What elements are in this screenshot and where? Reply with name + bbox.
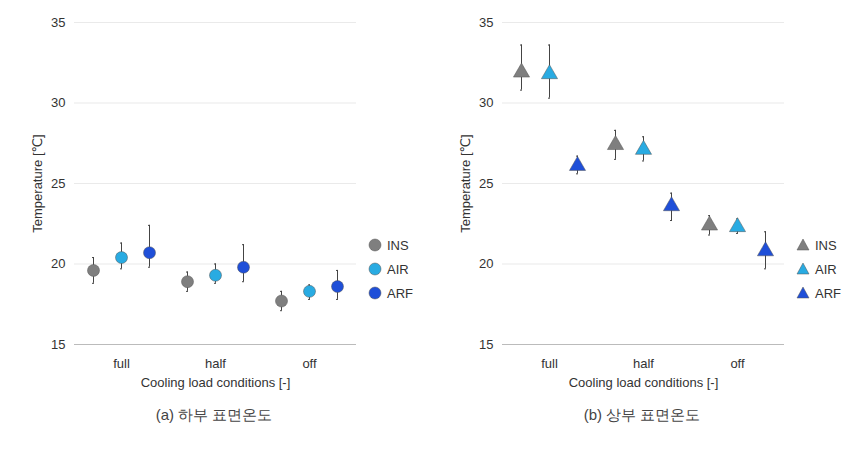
- html-text:INS: INS: [387, 237, 409, 253]
- svg-text:35: 35: [479, 15, 493, 30]
- svg-text:25: 25: [51, 176, 65, 191]
- html-text:AIR: AIR: [387, 261, 409, 277]
- svg-text:15: 15: [479, 337, 493, 352]
- html-text:ARF: ARF: [815, 285, 841, 301]
- html-text:(a) 하부 표면온도: (a) 하부 표면온도: [155, 406, 273, 423]
- svg-text:Cooling load conditions [-]: Cooling load conditions [-]: [141, 375, 291, 390]
- svg-text:30: 30: [51, 95, 65, 110]
- svg-text:off: off: [730, 356, 745, 371]
- svg-text:full: full: [541, 356, 558, 371]
- html-text:AIR: AIR: [815, 261, 837, 277]
- svg-text:30: 30: [479, 95, 493, 110]
- svg-text:Temperature [℃]: Temperature [℃]: [458, 134, 473, 232]
- svg-text:20: 20: [51, 256, 65, 271]
- svg-text:full: full: [113, 356, 130, 371]
- svg-text:25: 25: [479, 176, 493, 191]
- svg-text:Temperature [℃]: Temperature [℃]: [30, 134, 45, 232]
- svg-text:half: half: [205, 356, 226, 371]
- svg-text:15: 15: [51, 337, 65, 352]
- svg-text:35: 35: [51, 15, 65, 30]
- html-text:(b) 상부 표면온도: (b) 상부 표면온도: [583, 406, 701, 423]
- svg-text:half: half: [633, 356, 654, 371]
- html-text:INS: INS: [815, 237, 837, 253]
- svg-text:20: 20: [479, 256, 493, 271]
- html-text:ARF: ARF: [387, 285, 413, 301]
- svg-text:off: off: [302, 356, 317, 371]
- svg-text:Cooling load conditions [-]: Cooling load conditions [-]: [569, 375, 719, 390]
